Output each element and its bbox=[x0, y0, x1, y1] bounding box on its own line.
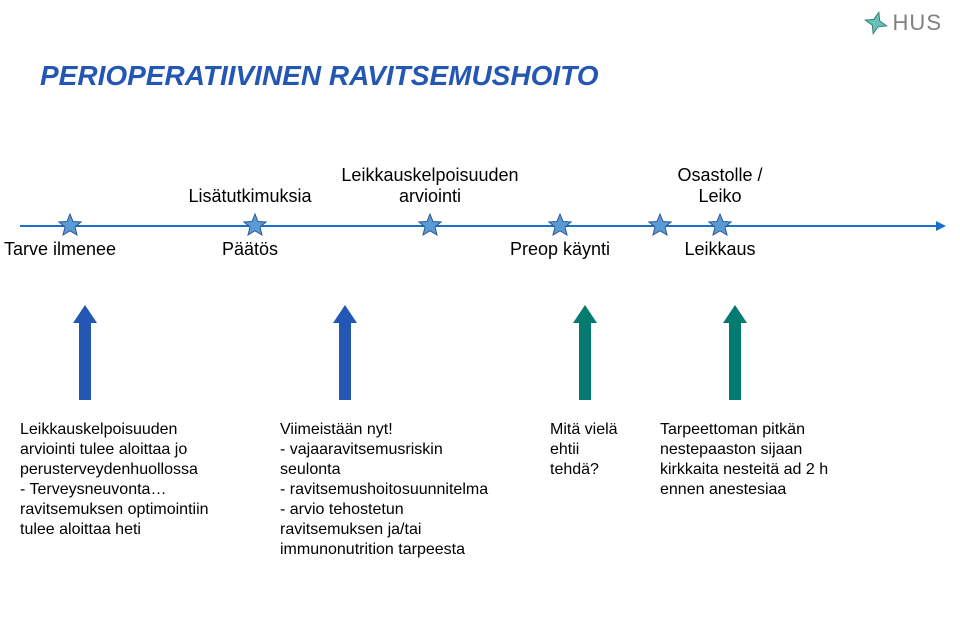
timeline-label-above: Lisätutkimuksia bbox=[150, 186, 350, 207]
body-paragraph: Tarpeettoman pitkännestepaaston sijaanki… bbox=[660, 420, 870, 500]
body-paragraph: Mitä vieläehtiitehdä? bbox=[550, 420, 650, 480]
timeline-label-below: Päätös bbox=[150, 239, 350, 260]
body-paragraph: Viimeistään nyt!- vajaaravitsemusriskins… bbox=[280, 420, 530, 560]
timeline-star bbox=[418, 213, 442, 237]
timeline-star bbox=[648, 213, 672, 237]
up-arrow bbox=[333, 305, 357, 400]
timeline-label-below: Tarve ilmenee bbox=[0, 239, 160, 260]
timeline-star bbox=[243, 213, 267, 237]
timeline-star bbox=[548, 213, 572, 237]
timeline-axis bbox=[20, 225, 940, 227]
slide: HUS PERIOPERATIIVINEN RAVITSEMUSHOITO Li… bbox=[0, 0, 960, 620]
timeline-label-above: Leikkauskelpoisuudenarviointi bbox=[330, 165, 530, 207]
timeline-label-below: Leikkaus bbox=[620, 239, 820, 260]
timeline-label-above: Osastolle /Leiko bbox=[620, 165, 820, 207]
timeline-star bbox=[58, 213, 82, 237]
up-arrow bbox=[73, 305, 97, 400]
hus-logo: HUS bbox=[863, 10, 942, 36]
cross-icon bbox=[863, 10, 889, 36]
logo-text: HUS bbox=[893, 10, 942, 36]
body-paragraph: Leikkauskelpoisuudenarviointi tulee aloi… bbox=[20, 420, 270, 540]
timeline-star bbox=[708, 213, 732, 237]
up-arrow bbox=[723, 305, 747, 400]
page-title: PERIOPERATIIVINEN RAVITSEMUSHOITO bbox=[40, 60, 599, 92]
up-arrow bbox=[573, 305, 597, 400]
